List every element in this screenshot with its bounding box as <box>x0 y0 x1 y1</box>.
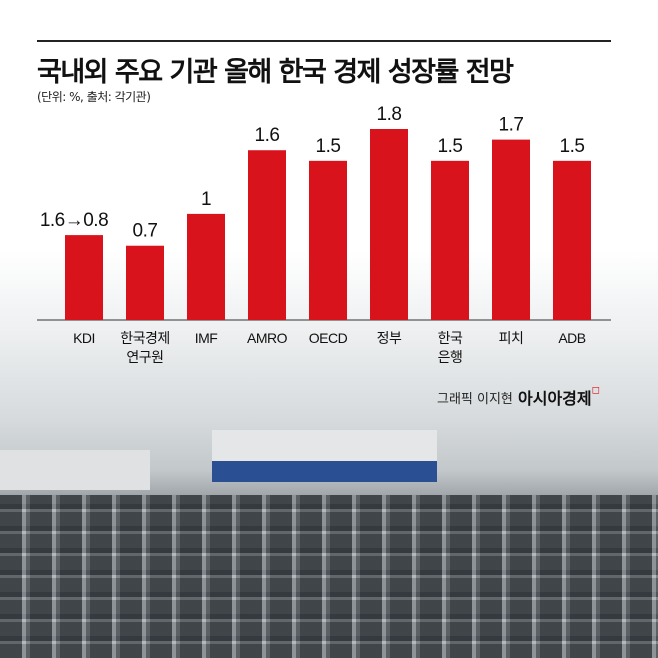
data-label: 0.7 <box>133 221 158 242</box>
data-label: 1.5 <box>438 136 463 157</box>
category-label: 연구원 <box>126 349 163 365</box>
data-label: 1.5 <box>316 136 341 157</box>
data-label: 1 <box>201 189 211 210</box>
chart-title: 국내외 주요 기관 올해 한국 경제 성장률 전망 <box>37 57 514 88</box>
title-rule <box>37 40 611 42</box>
background-building <box>0 450 150 490</box>
category-label: 한국경제 <box>120 330 170 346</box>
chart-subtitle: (단위: %, 출처: 각기관) <box>37 90 151 104</box>
bar <box>187 213 225 320</box>
bar <box>65 235 103 320</box>
logo-mark-icon: ◻ <box>591 385 600 396</box>
category-label: IMF <box>195 330 218 346</box>
data-label: 1.6→0.8 <box>40 210 108 231</box>
bar <box>431 160 469 320</box>
data-label: 1.6 <box>255 125 280 146</box>
data-label: 1.8 <box>377 104 402 125</box>
category-label: 피치 <box>499 330 524 346</box>
category-label: 한국 <box>438 330 463 346</box>
background-car-lot <box>0 495 658 658</box>
category-label: OECD <box>309 330 348 346</box>
bar <box>309 160 347 320</box>
logo-text: 아시아경제 <box>518 389 592 408</box>
data-label: 1.7 <box>499 115 524 136</box>
category-label: AMRO <box>247 330 288 346</box>
category-label: ADB <box>558 330 585 346</box>
publisher-logo: 아시아경제◻ <box>518 385 600 409</box>
bar <box>370 129 408 320</box>
category-label: 은행 <box>438 349 463 365</box>
bar <box>553 160 591 320</box>
bar <box>492 139 530 320</box>
data-label: 1.5 <box>560 136 585 157</box>
bar <box>126 245 164 320</box>
category-label: 정부 <box>377 330 402 346</box>
category-label: KDI <box>73 330 95 346</box>
graphic-credit: 그래픽 이지현 <box>437 392 513 407</box>
bar <box>248 150 286 320</box>
background-ship <box>212 430 437 482</box>
